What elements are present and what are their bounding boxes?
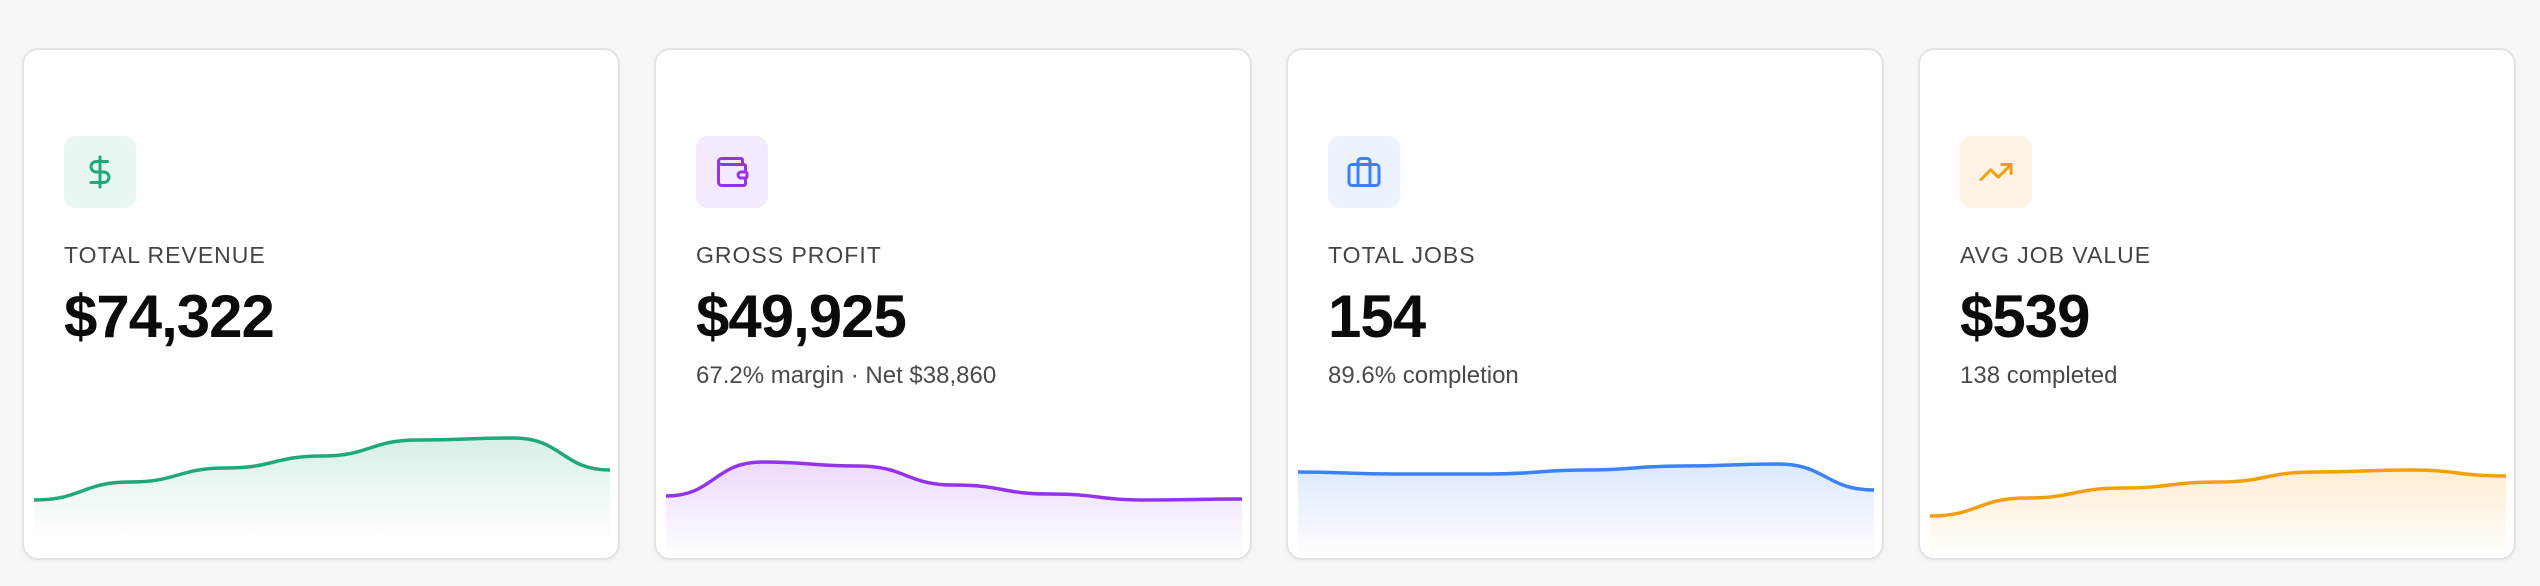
card-value: $49,925 — [696, 283, 907, 350]
card-subtitle: 67.2% margin · Net $38,860 — [696, 362, 997, 389]
card-label: GROSS PROFIT — [696, 242, 882, 268]
jobs-icon-box — [1328, 136, 1400, 208]
card-total-jobs: TOTAL JOBS 154 89.6% completion — [1286, 48, 1884, 560]
card-label: AVG JOB VALUE — [1960, 242, 2152, 268]
card-value: 154 — [1328, 283, 1426, 350]
trend-up-icon — [1979, 163, 2013, 181]
wallet-icon — [717, 157, 749, 187]
briefcase-icon — [1347, 157, 1381, 187]
sparkline-area — [1298, 464, 1874, 558]
card-gross-profit: GROSS PROFIT $49,925 67.2% margin · Net … — [654, 48, 1252, 560]
sparkline-area — [1930, 470, 2506, 558]
card-subtitle: 89.6% completion — [1328, 362, 1519, 389]
revenue-sparkline — [34, 436, 610, 540]
dollar-icon — [89, 155, 111, 189]
sparkline-area — [666, 462, 1242, 558]
card-subtitle: 138 completed — [1960, 362, 2118, 389]
avg-value-icon-box — [1960, 136, 2032, 208]
sparkline-line — [1298, 462, 1874, 492]
avg-value-sparkline — [1930, 468, 2506, 558]
card-label: TOTAL JOBS — [1328, 242, 1476, 268]
profit-icon-box — [696, 136, 768, 208]
sparkline-area — [34, 438, 610, 540]
card-total-revenue: TOTAL REVENUE $74,322 — [22, 48, 620, 560]
card-value: $74,322 — [64, 283, 275, 350]
kpi-cards: TOTAL REVENUE $74,322 GROSS PROFIT $49,9… — [22, 48, 2516, 560]
sparkline-line — [1930, 468, 2506, 518]
jobs-sparkline — [1298, 462, 1874, 558]
card-value: $539 — [1960, 283, 2090, 350]
sparkline-line — [666, 460, 1242, 502]
sparkline-line — [34, 436, 610, 502]
card-avg-job-value: AVG JOB VALUE $539 138 completed — [1918, 48, 2516, 560]
card-label: TOTAL REVENUE — [64, 242, 266, 268]
revenue-icon-box — [64, 136, 136, 208]
profit-sparkline — [666, 460, 1242, 558]
